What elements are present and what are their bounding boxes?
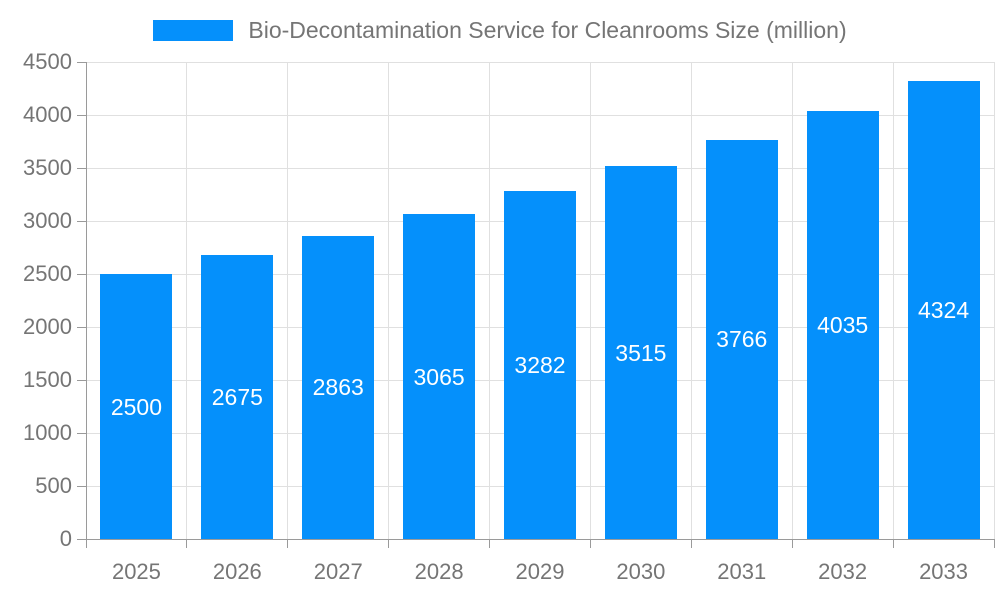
x-gridline [993,62,995,539]
legend-label: Bio-Decontamination Service for Cleanroo… [248,16,847,43]
x-gridline [690,62,692,539]
bar [604,166,677,539]
x-axis-tick [892,539,894,548]
y-tick-label: 1500 [23,367,72,392]
x-axis-tick [690,539,692,548]
bar [201,255,274,539]
y-tick-label: 500 [35,473,72,498]
x-gridline [287,62,289,539]
x-tick-label: 2029 [515,559,565,584]
x-tick-label: 2032 [818,559,868,584]
bar [302,235,375,539]
x-gridline [489,62,491,539]
y-tick-label: 3000 [23,208,72,233]
x-tick-label: 2033 [919,559,969,584]
y-axis-tick [77,485,86,487]
y-axis-tick [77,326,86,328]
legend[interactable]: Bio-Decontamination Service for Cleanroo… [0,16,1000,44]
bar [806,111,879,539]
x-tick-label: 2031 [717,559,767,584]
bar-value-label: 3515 [615,339,667,366]
y-tick-label: 2000 [23,314,72,339]
x-tick-label: 2028 [414,559,464,584]
y-tick-label: 0 [59,526,72,551]
bar-value-label: 2863 [312,374,364,401]
y-axis-tick [77,379,86,381]
x-gridline [892,62,894,539]
y-tick-label: 2500 [23,261,72,286]
y-tick-label: 3500 [23,155,72,180]
x-axis-tick [287,539,289,548]
y-axis-tick [77,220,86,222]
y-tick-label: 4500 [23,49,72,74]
y-gridline [86,61,994,63]
x-axis-tick [489,539,491,548]
y-axis-tick [77,167,86,169]
bar [403,214,476,539]
bar [100,274,173,539]
x-gridline [589,62,591,539]
y-axis-tick [77,273,86,275]
x-axis-line [77,538,994,540]
bar-value-label: 3065 [413,363,465,390]
x-tick-label: 2026 [212,559,262,584]
bar-value-label: 4324 [917,296,970,323]
x-axis-tick [186,539,188,548]
bar-value-label: 2675 [211,384,263,411]
x-tick-label: 2027 [313,559,363,584]
bar [705,139,778,539]
bar [907,80,980,539]
legend-swatch-icon [153,19,234,41]
x-gridline [388,62,390,539]
x-axis-tick [388,539,390,548]
bar-value-label: 4035 [817,312,869,339]
bar-value-label: 3766 [716,326,768,353]
y-tick-label: 1000 [23,420,72,445]
y-axis-tick [77,432,86,434]
x-axis-tick [993,539,995,548]
y-gridline [86,167,994,169]
y-axis-tick [77,114,86,116]
y-tick-label: 4000 [23,102,72,127]
bar-value-label: 3282 [514,352,566,379]
x-gridline [186,62,188,539]
x-gridline [791,62,793,539]
x-axis-tick [589,539,591,548]
y-axis-tick [77,61,86,63]
x-tick-label: 2025 [111,559,161,584]
y-gridline [86,114,994,116]
bar-value-label: 2500 [110,393,163,420]
x-axis-tick [791,539,793,548]
bar [504,191,576,539]
x-tick-label: 2030 [616,559,666,584]
y-axis-line [85,62,87,548]
